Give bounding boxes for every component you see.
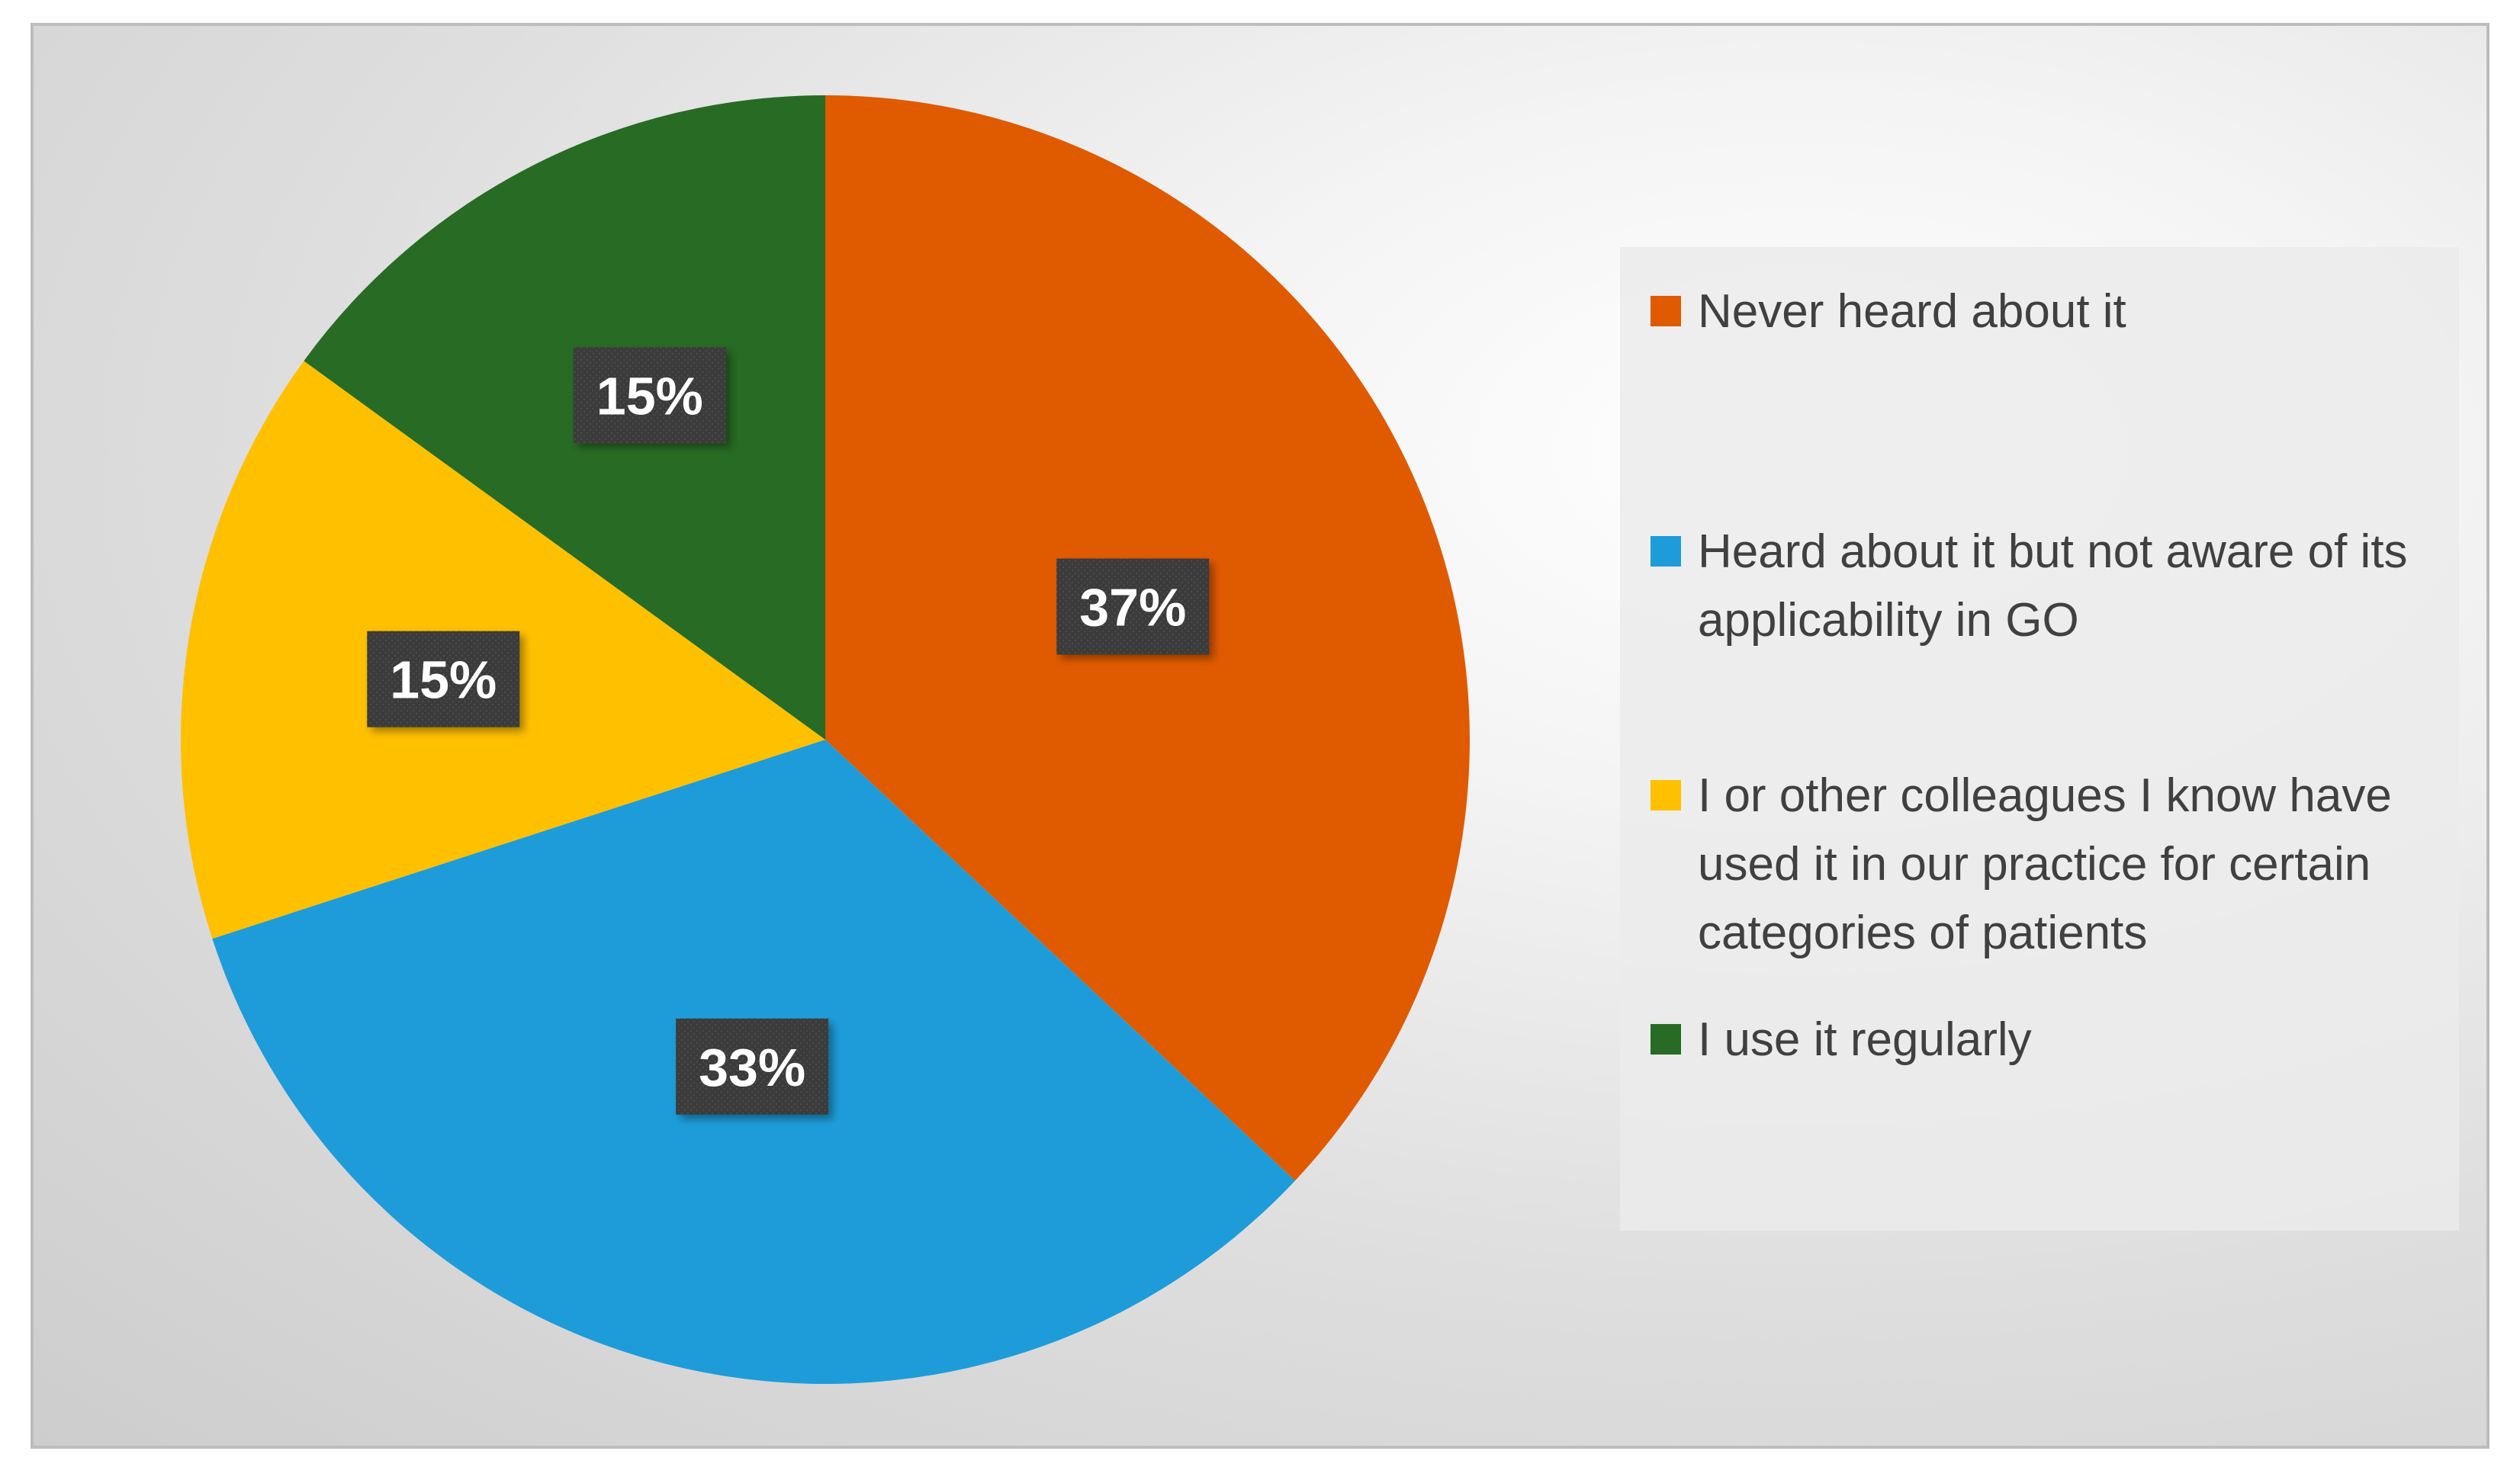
data-label-text: 37% bbox=[1079, 577, 1186, 637]
legend-swatch bbox=[1651, 536, 1681, 567]
pie-data-labels: 37% 33% 15% 15% bbox=[367, 347, 1210, 1115]
legend: Never heard about it Heard about it but … bbox=[1620, 247, 2459, 1231]
data-label-box bbox=[573, 347, 726, 444]
data-label-box bbox=[676, 1018, 829, 1115]
data-label-colleagues-used: 15% bbox=[367, 631, 520, 727]
data-label-text: 15% bbox=[596, 366, 703, 425]
legend-label: I or other colleagues I know have used i… bbox=[1698, 769, 2392, 959]
pie-slice-use-regularly bbox=[304, 95, 826, 740]
data-label-box bbox=[367, 631, 520, 727]
legend-label: Never heard about it bbox=[1698, 285, 2126, 338]
data-label-never-heard: 37% bbox=[1056, 558, 1210, 655]
legend-label: I use it regularly bbox=[1698, 1013, 2032, 1066]
data-label-heard-not-aware: 33% bbox=[676, 1018, 829, 1115]
data-label-text: 15% bbox=[390, 650, 497, 710]
pie-slices bbox=[181, 95, 1470, 1384]
data-label-box bbox=[1056, 558, 1210, 655]
legend-swatch bbox=[1651, 1024, 1681, 1055]
pie-chart: 37% 33% 15% 15% bbox=[181, 95, 1470, 1384]
legend-swatch bbox=[1651, 780, 1681, 811]
legend-label: Heard about it but not aware of its appl… bbox=[1698, 525, 2408, 647]
data-label-text: 33% bbox=[699, 1038, 805, 1097]
data-label-use-regularly: 15% bbox=[573, 347, 726, 444]
chart-area: 37% 33% 15% 15% Never heard about it Heard … bbox=[31, 23, 2489, 1449]
legend-swatch bbox=[1651, 296, 1681, 326]
